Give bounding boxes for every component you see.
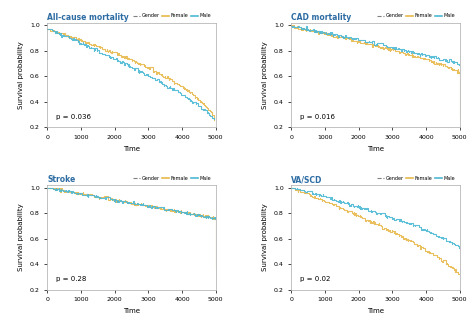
Legend: Gender, Female, Male: Gender, Female, Male <box>131 174 213 183</box>
X-axis label: Time: Time <box>367 308 384 314</box>
Y-axis label: Survival probability: Survival probability <box>18 41 24 109</box>
Y-axis label: Survival probability: Survival probability <box>18 204 24 271</box>
Text: p = 0.036: p = 0.036 <box>56 114 91 120</box>
Text: Stroke: Stroke <box>47 175 76 184</box>
Text: p = 0.016: p = 0.016 <box>300 114 335 120</box>
Text: VA/SCD: VA/SCD <box>292 175 323 184</box>
X-axis label: Time: Time <box>123 308 140 314</box>
Legend: Gender, Female, Male: Gender, Female, Male <box>131 11 213 20</box>
Y-axis label: Survival probability: Survival probability <box>263 204 268 271</box>
Legend: Gender, Female, Male: Gender, Female, Male <box>375 11 457 20</box>
X-axis label: Time: Time <box>123 146 140 152</box>
X-axis label: Time: Time <box>367 146 384 152</box>
Text: CAD mortality: CAD mortality <box>292 13 352 22</box>
Text: p = 0.28: p = 0.28 <box>56 276 86 282</box>
Text: All-cause mortality: All-cause mortality <box>47 13 129 22</box>
Legend: Gender, Female, Male: Gender, Female, Male <box>375 174 457 183</box>
Text: p = 0.02: p = 0.02 <box>300 276 330 282</box>
Y-axis label: Survival probability: Survival probability <box>263 41 268 109</box>
